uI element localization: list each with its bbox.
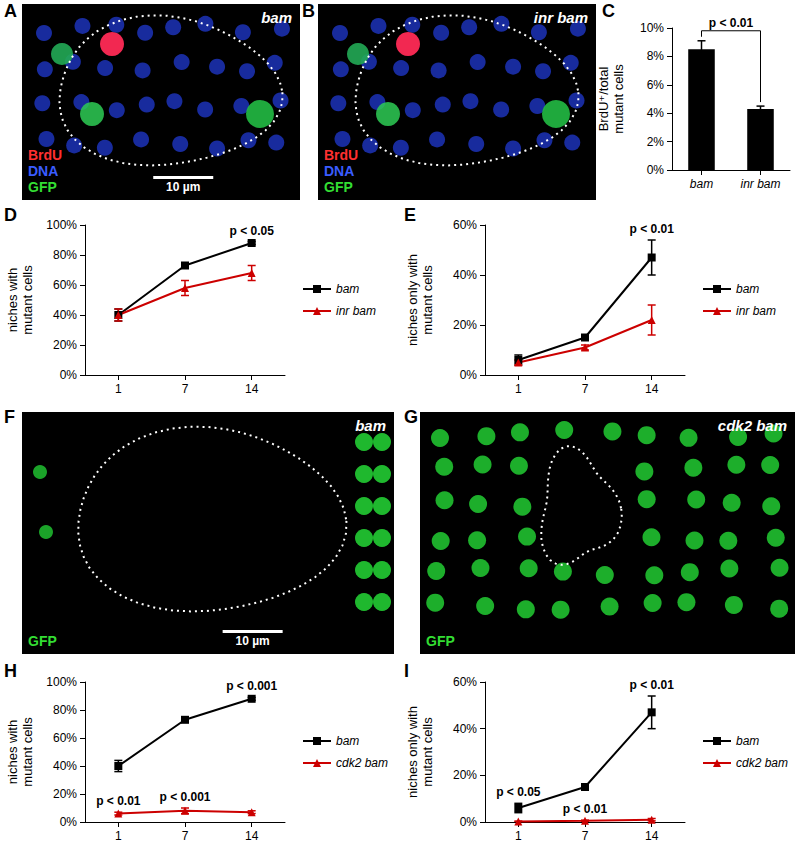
svg-text:6%: 6% bbox=[647, 78, 665, 92]
svg-text:2%: 2% bbox=[647, 135, 665, 149]
svg-text:14: 14 bbox=[245, 829, 259, 843]
svg-text:BrdU: BrdU bbox=[324, 147, 358, 163]
svg-text:mutant cells: mutant cells bbox=[611, 64, 626, 134]
svg-text:bam: bam bbox=[736, 734, 759, 748]
svg-text:100%: 100% bbox=[46, 675, 77, 689]
svg-text:100%: 100% bbox=[46, 218, 77, 232]
svg-text:bam: bam bbox=[336, 734, 359, 748]
svg-text:20%: 20% bbox=[53, 787, 77, 801]
svg-text:p < 0.001: p < 0.001 bbox=[226, 679, 277, 693]
svg-text:p < 0.05: p < 0.05 bbox=[496, 785, 541, 799]
svg-text:p < 0.01: p < 0.01 bbox=[96, 794, 141, 808]
svg-text:GFP: GFP bbox=[426, 633, 455, 649]
svg-text:20%: 20% bbox=[453, 318, 477, 332]
svg-text:0%: 0% bbox=[60, 815, 78, 829]
svg-text:10%: 10% bbox=[640, 21, 664, 35]
svg-text:7: 7 bbox=[182, 829, 189, 843]
svg-text:1: 1 bbox=[515, 829, 522, 843]
svg-text:E: E bbox=[404, 205, 416, 225]
svg-text:mutant cells: mutant cells bbox=[20, 265, 35, 335]
svg-text:D: D bbox=[4, 205, 17, 225]
svg-text:F: F bbox=[4, 407, 15, 427]
svg-text:mutant cells: mutant cells bbox=[420, 265, 435, 335]
svg-text:bam: bam bbox=[736, 282, 759, 296]
svg-text:p < 0.05: p < 0.05 bbox=[229, 224, 274, 238]
svg-text:p < 0.01: p < 0.01 bbox=[629, 222, 674, 236]
svg-text:40%: 40% bbox=[53, 759, 77, 773]
svg-text:H: H bbox=[4, 661, 17, 681]
svg-text:bam: bam bbox=[336, 282, 359, 296]
svg-text:60%: 60% bbox=[453, 675, 477, 689]
svg-text:8%: 8% bbox=[647, 49, 665, 63]
svg-text:mutant cells: mutant cells bbox=[420, 717, 435, 787]
svg-text:1: 1 bbox=[515, 382, 522, 396]
svg-text:inr bam: inr bam bbox=[534, 9, 588, 26]
svg-text:C: C bbox=[602, 1, 615, 21]
svg-text:0%: 0% bbox=[647, 163, 665, 177]
svg-text:inr bam: inr bam bbox=[736, 304, 776, 318]
svg-text:14: 14 bbox=[245, 382, 259, 396]
svg-text:p < 0.01: p < 0.01 bbox=[709, 16, 754, 30]
svg-text:14: 14 bbox=[645, 382, 659, 396]
svg-text:niches with: niches with bbox=[5, 268, 20, 332]
svg-text:60%: 60% bbox=[53, 731, 77, 745]
svg-text:cdk2 bam: cdk2 bam bbox=[718, 417, 787, 434]
svg-text:10 µm: 10 µm bbox=[236, 634, 270, 648]
svg-text:p < 0.01: p < 0.01 bbox=[629, 678, 674, 692]
svg-text:B: B bbox=[302, 1, 315, 21]
svg-text:20%: 20% bbox=[53, 338, 77, 352]
svg-text:7: 7 bbox=[582, 829, 589, 843]
svg-text:A: A bbox=[4, 1, 17, 21]
svg-text:p < 0.01: p < 0.01 bbox=[563, 802, 608, 816]
svg-text:niches with: niches with bbox=[5, 720, 20, 784]
svg-text:BrdU: BrdU bbox=[28, 147, 62, 163]
svg-text:14: 14 bbox=[645, 829, 659, 843]
svg-text:inr bam: inr bam bbox=[336, 304, 376, 318]
svg-text:80%: 80% bbox=[53, 248, 77, 262]
svg-text:bam: bam bbox=[690, 177, 713, 191]
svg-text:DNA: DNA bbox=[28, 163, 58, 179]
svg-text:60%: 60% bbox=[53, 278, 77, 292]
svg-text:0%: 0% bbox=[60, 368, 78, 382]
svg-text:niches only with: niches only with bbox=[405, 706, 420, 798]
svg-text:80%: 80% bbox=[53, 703, 77, 717]
svg-text:p < 0.001: p < 0.001 bbox=[159, 790, 210, 804]
svg-text:40%: 40% bbox=[453, 722, 477, 736]
svg-text:20%: 20% bbox=[453, 768, 477, 782]
svg-text:40%: 40% bbox=[453, 268, 477, 282]
svg-text:BrdU⁺/total: BrdU⁺/total bbox=[596, 67, 611, 132]
svg-text:inr bam: inr bam bbox=[740, 177, 780, 191]
svg-text:bam: bam bbox=[261, 9, 292, 26]
svg-text:40%: 40% bbox=[53, 308, 77, 322]
svg-text:GFP: GFP bbox=[28, 633, 57, 649]
svg-text:DNA: DNA bbox=[324, 163, 354, 179]
svg-text:1: 1 bbox=[115, 382, 122, 396]
svg-text:60%: 60% bbox=[453, 218, 477, 232]
svg-text:I: I bbox=[404, 661, 409, 681]
svg-text:niches only with: niches only with bbox=[405, 254, 420, 346]
svg-text:bam: bam bbox=[355, 417, 386, 434]
svg-text:7: 7 bbox=[182, 382, 189, 396]
svg-text:0%: 0% bbox=[460, 368, 478, 382]
svg-text:0%: 0% bbox=[460, 815, 478, 829]
svg-text:4%: 4% bbox=[647, 106, 665, 120]
svg-text:10 µm: 10 µm bbox=[166, 180, 200, 194]
svg-text:G: G bbox=[404, 407, 418, 427]
svg-text:7: 7 bbox=[582, 382, 589, 396]
svg-text:cdk2 bam: cdk2 bam bbox=[736, 756, 788, 770]
svg-text:GFP: GFP bbox=[324, 179, 353, 195]
svg-text:mutant cells: mutant cells bbox=[20, 717, 35, 787]
svg-text:GFP: GFP bbox=[28, 179, 57, 195]
svg-text:cdk2 bam: cdk2 bam bbox=[336, 756, 388, 770]
svg-text:1: 1 bbox=[115, 829, 122, 843]
